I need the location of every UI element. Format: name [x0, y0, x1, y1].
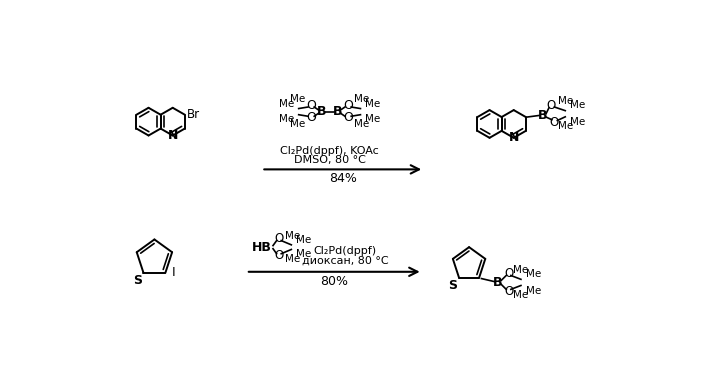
- Text: Me: Me: [513, 290, 529, 300]
- Text: Me: Me: [296, 235, 311, 245]
- Text: Me: Me: [558, 121, 573, 131]
- Text: Me: Me: [365, 99, 380, 109]
- Text: B: B: [538, 109, 547, 122]
- Text: S: S: [133, 275, 142, 288]
- Text: O: O: [274, 232, 284, 245]
- Text: Me: Me: [513, 265, 529, 275]
- Text: 84%: 84%: [329, 172, 357, 185]
- Text: Me: Me: [570, 117, 585, 127]
- Text: Me: Me: [289, 119, 305, 129]
- Text: Me: Me: [354, 119, 369, 129]
- Text: Me: Me: [558, 96, 573, 106]
- Text: N: N: [167, 129, 178, 142]
- Text: O: O: [306, 111, 316, 124]
- Text: O: O: [274, 250, 284, 263]
- Text: O: O: [504, 267, 513, 280]
- Text: O: O: [504, 285, 513, 298]
- Text: Me: Me: [289, 94, 305, 104]
- Text: Cl₂Pd(dppf), KOAc: Cl₂Pd(dppf), KOAc: [280, 146, 379, 156]
- Text: N: N: [508, 131, 519, 144]
- Text: Cl₂Pd(dppf): Cl₂Pd(dppf): [313, 246, 377, 256]
- Text: O: O: [343, 99, 353, 112]
- Text: диоксан, 80 °C: диоксан, 80 °C: [302, 255, 388, 265]
- Text: O: O: [547, 99, 556, 112]
- Text: O: O: [306, 99, 316, 112]
- Text: Me: Me: [365, 114, 380, 124]
- Text: Me: Me: [526, 286, 541, 296]
- Text: B: B: [493, 276, 502, 289]
- Text: Me: Me: [285, 231, 300, 241]
- Text: 80%: 80%: [320, 275, 348, 288]
- Text: B: B: [317, 105, 326, 118]
- Text: Me: Me: [278, 114, 294, 124]
- Text: Br: Br: [187, 108, 200, 121]
- Text: Me: Me: [570, 100, 585, 110]
- Text: HB: HB: [252, 241, 271, 254]
- Text: Me: Me: [296, 249, 311, 259]
- Text: Me: Me: [354, 94, 369, 104]
- Text: DMSO, 80 °C: DMSO, 80 °C: [294, 155, 366, 165]
- Text: Me: Me: [285, 254, 300, 264]
- Text: B: B: [332, 105, 342, 118]
- Text: I: I: [172, 266, 175, 279]
- Text: Me: Me: [526, 269, 541, 279]
- Text: Me: Me: [278, 99, 294, 109]
- Text: O: O: [550, 116, 559, 128]
- Text: O: O: [343, 111, 353, 124]
- Text: S: S: [449, 279, 457, 292]
